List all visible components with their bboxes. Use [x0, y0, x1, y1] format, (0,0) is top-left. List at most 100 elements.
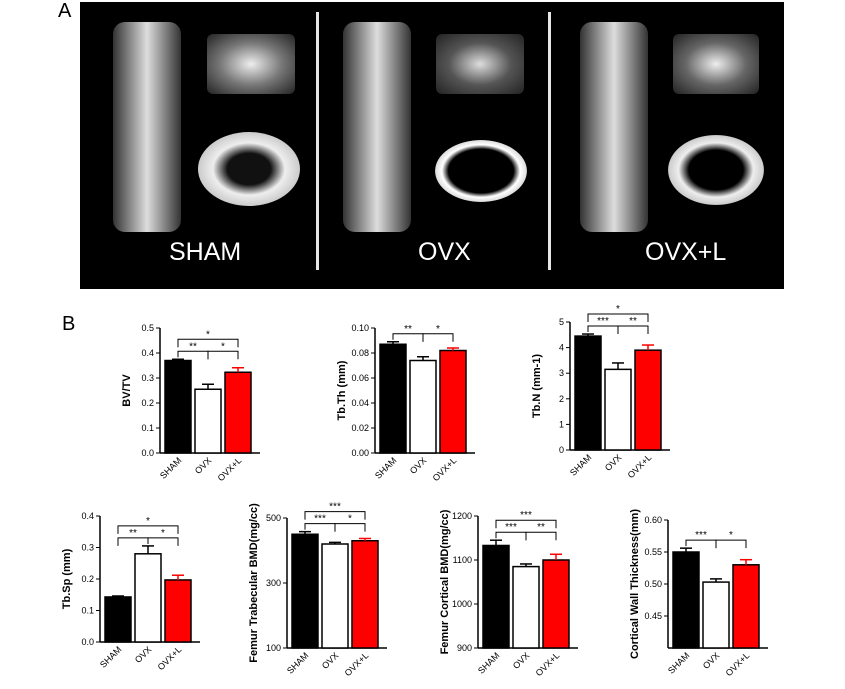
bar-ovx: [321, 543, 349, 649]
x-tick-label: OVX: [133, 644, 154, 665]
y-tick-label: 0.5: [141, 323, 154, 333]
significance-bracket: [207, 350, 239, 360]
significance-label: *: [348, 514, 352, 525]
bar-sham: [291, 533, 319, 649]
significance-label: **: [129, 528, 137, 539]
y-tick-label: 0.60: [644, 515, 662, 525]
y-tick-label: 0.1: [81, 606, 94, 616]
y-axis-label: Tb.Sp (mm): [61, 548, 73, 609]
significance-label: *: [146, 516, 150, 527]
chart-trabecular-bmd: 100 300 500 Femur Trabecular BMD(mg/cc) SHAM…: [245, 502, 425, 689]
x-tick-label: OVX: [603, 452, 624, 473]
significance-bracket: [715, 539, 747, 549]
significance-bracket: [117, 537, 149, 546]
x-tick-label: OVX+L: [156, 644, 184, 672]
panel-a-label: A: [58, 0, 72, 22]
x-tick-label: OVX: [511, 650, 532, 671]
x-tick-label: SHAM: [158, 455, 183, 480]
significance-bracket: [177, 338, 239, 348]
significance-label: **: [629, 316, 637, 327]
significance-label: **: [404, 324, 412, 335]
y-axis-label: BV/TV: [121, 374, 133, 407]
trabecular-3d-image-ovx: [436, 34, 524, 94]
bar-ovx-plus-l: [224, 371, 252, 454]
significance-label: *: [436, 324, 440, 335]
trabecular-3d-image-sham: [207, 34, 295, 94]
y-axis-label: Femur Cortical BMD(mg/cc): [439, 509, 451, 654]
y-tick-label: 0.0: [141, 448, 154, 458]
y-tick-label: 0.45: [644, 611, 662, 621]
significance-label: *: [206, 329, 210, 340]
x-tick-label: OVX+L: [343, 650, 371, 678]
x-tick-label: SHAM: [98, 644, 123, 669]
y-tick-label: 4: [559, 343, 564, 353]
y-tick-label: 900: [457, 643, 472, 653]
x-tick-label: OVX: [701, 650, 722, 671]
bar-ovx-plus-l: [164, 579, 192, 643]
cross-section-image-ovxl: [668, 135, 764, 205]
significance-label: ***: [505, 522, 517, 533]
bar-sham: [482, 544, 510, 649]
chart-bv-tv: 0.0 0.1 0.2 0.3 0.4 0.5 BV/TV SHAM OVX OVX+L ** * *: [120, 318, 300, 503]
y-axis-label: Tb.Th (mm): [336, 360, 348, 420]
significance-label: ***: [695, 530, 707, 541]
x-tick-label: SHAM: [476, 650, 501, 675]
bar-ovx-plus-l: [439, 349, 467, 454]
x-tick-label: OVX+L: [724, 650, 752, 678]
femur-longitudinal-image-sham: [113, 22, 181, 232]
x-tick-label: OVX+L: [534, 650, 562, 678]
significance-bracket: [685, 539, 717, 549]
y-tick-label: 5: [559, 317, 564, 327]
x-tick-label: OVX+L: [216, 455, 244, 483]
chart-cortical-wall: 0.45 0.50 0.55 0.60 Cortical Wall Thickness(…: [620, 504, 800, 689]
significance-bracket: [177, 350, 209, 360]
significance-label: *: [221, 341, 225, 352]
x-tick-label: OVX: [193, 455, 214, 476]
y-tick-label: 0.3: [141, 373, 154, 383]
significance-label: *: [616, 304, 620, 315]
x-tick-label: SHAM: [568, 452, 593, 477]
significance-bracket: [422, 333, 454, 342]
bar-ovx: [702, 581, 730, 649]
x-tick-label: OVX+L: [431, 455, 459, 483]
chart-tb-th: 0.00 0.02 0.04 0.06 0.08 0.10 Tb.Th (mm) SHAM OV…: [335, 318, 515, 503]
significance-bracket: [304, 511, 366, 520]
y-tick-label: 0.08: [351, 348, 369, 358]
microct-image-panel: SHAM OVX OVX+L: [80, 2, 784, 289]
femur-longitudinal-image-ovx: [343, 22, 411, 232]
y-tick-label: 0.2: [141, 398, 154, 408]
bar-sham: [104, 596, 132, 643]
x-tick-label: OVX: [320, 650, 341, 671]
significance-bracket: [525, 531, 557, 541]
y-tick-label: 0.10: [351, 323, 369, 333]
significance-label: ***: [314, 514, 326, 525]
significance-label: **: [537, 522, 545, 533]
significance-label: ***: [329, 502, 341, 513]
significance-label: ***: [520, 510, 532, 521]
y-tick-label: 0.00: [351, 448, 369, 458]
y-tick-label: 2: [559, 394, 564, 404]
bar-sham: [672, 551, 700, 649]
x-tick-label: OVX: [408, 455, 429, 476]
chart-tb-sp: 0.0 0.1 0.2 0.3 0.4 Tb.Sp (mm) SHAM OVX OVX+L ** *…: [60, 504, 240, 689]
bar-ovx-plus-l: [351, 540, 379, 649]
bar-ovx: [194, 388, 222, 454]
x-tick-label: SHAM: [666, 650, 691, 675]
significance-bracket: [392, 333, 424, 342]
bar-ovx: [134, 553, 162, 643]
x-tick-label: OVX+L: [626, 452, 654, 480]
significance-label: ***: [597, 316, 609, 327]
y-axis-label: Femur Trabecular BMD(mg/cc): [248, 503, 260, 663]
group-label-sham: SHAM: [169, 238, 242, 266]
significance-bracket: [304, 523, 336, 532]
significance-bracket: [495, 519, 557, 529]
y-tick-label: 100: [266, 643, 281, 653]
y-tick-label: 0.02: [351, 423, 369, 433]
chart-tb-n: 0 1 2 3 4 5 Tb.N (mm-1) SHAM OVX OVX+L *** ** *: [530, 304, 710, 497]
bar-sham: [574, 335, 602, 451]
significance-label: *: [729, 530, 733, 541]
bar-ovx: [409, 359, 437, 454]
y-tick-label: 0.04: [351, 398, 369, 408]
group-label-ovx: OVX: [418, 238, 471, 266]
y-tick-label: 1200: [452, 511, 472, 521]
